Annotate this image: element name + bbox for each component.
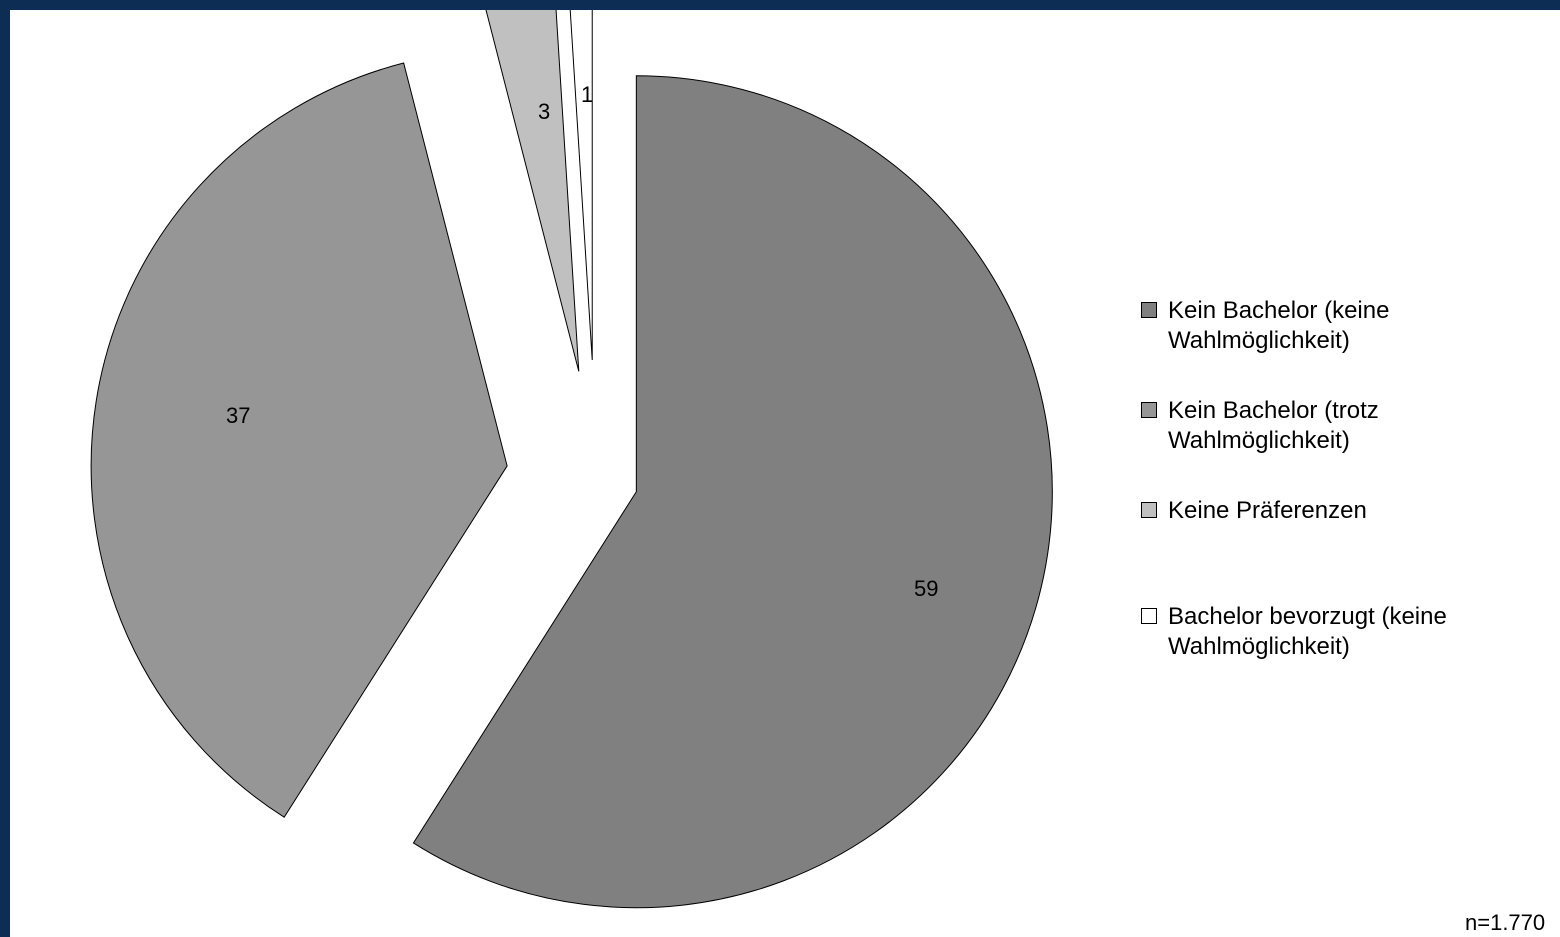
slice-value-label-0: 59 [914,576,938,601]
slice-value-label-1: 37 [226,403,250,428]
slice-value-label-3: 1 [581,82,593,107]
legend-swatch-1 [1141,402,1157,418]
legend-label-1: Kein Bachelor (trotz Wahlmöglichkeit) [1168,397,1379,454]
legend-label-0: Kein Bachelor (keine Wahlmöglichkeit) [1168,297,1390,354]
legend-swatch-3 [1141,608,1157,624]
pie-chart: 59 37 3 1 [90,10,1053,909]
chart-panel: 59 37 3 1 Kein Bachelor (keine Wahlmöglichk… [10,10,1560,937]
pie-slice-0 [412,75,1053,909]
legend-label-3: Bachelor bevorzugt (keine Wahlmöglichkei… [1168,603,1447,660]
pie-slice-3 [569,10,593,361]
legend-swatch-0 [1141,302,1157,318]
legend-label-2: Keine Präferenzen [1168,497,1367,524]
legend-swatch-2 [1141,502,1157,518]
sample-size-note: n=1.770 [1465,910,1546,935]
pie-slice-2 [485,10,580,372]
slice-value-label-2: 3 [538,99,550,124]
pie-slice-1 [90,62,508,818]
